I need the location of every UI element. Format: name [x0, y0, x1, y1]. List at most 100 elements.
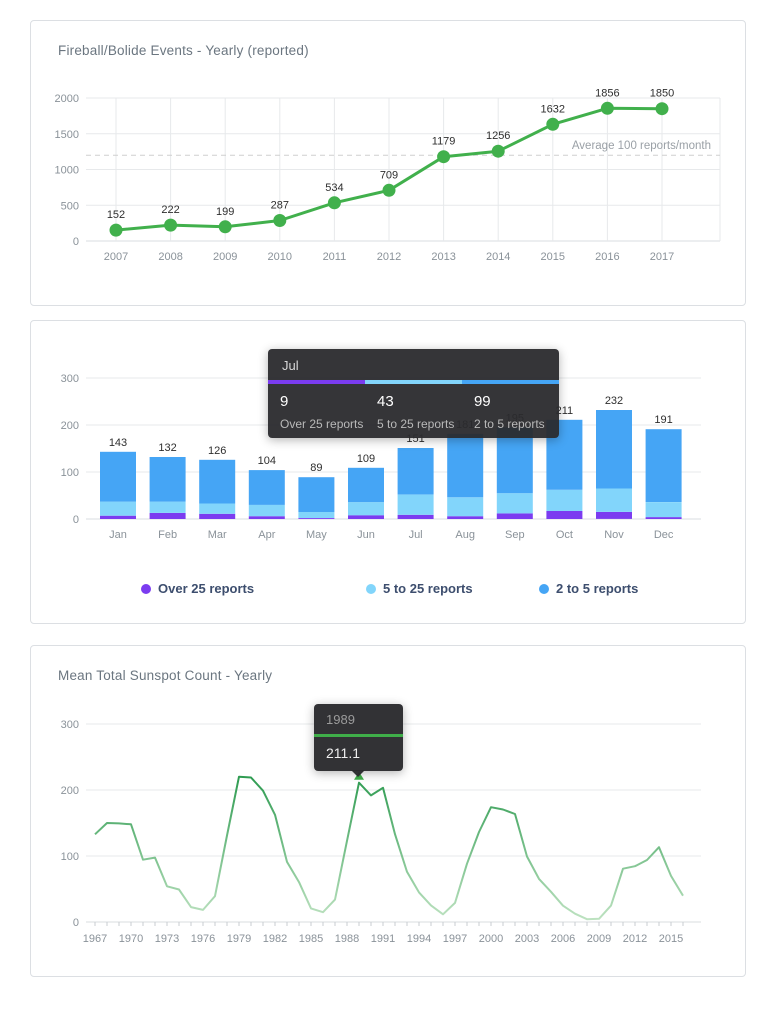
svg-text:0: 0: [73, 514, 79, 526]
svg-text:89: 89: [310, 462, 322, 474]
svg-text:300: 300: [61, 373, 79, 385]
tooltip-item: 9 Over 25 reports: [268, 384, 365, 431]
svg-text:0: 0: [73, 917, 79, 929]
strip-over-25: [268, 380, 365, 384]
svg-text:1179: 1179: [432, 136, 456, 148]
svg-text:Oct: Oct: [556, 529, 573, 541]
svg-text:2016: 2016: [595, 251, 619, 263]
svg-text:1970: 1970: [119, 933, 143, 945]
fireball-events-card: Fireball/Bolide Events - Yearly (reporte…: [30, 20, 746, 306]
tooltip-columns: 9 Over 25 reports 43 5 to 25 reports 99 …: [268, 384, 559, 431]
sunspot-chart-title: Mean Total Sunspot Count - Yearly: [58, 668, 273, 683]
svg-text:300: 300: [61, 719, 79, 731]
svg-text:100: 100: [61, 467, 79, 479]
tooltip-label: 2 to 5 reports: [473, 417, 545, 431]
svg-text:199: 199: [216, 206, 234, 218]
svg-text:1000: 1000: [55, 165, 79, 177]
sunspot-count-card: Mean Total Sunspot Count - Yearly 0 100 20…: [30, 645, 746, 977]
svg-text:1994: 1994: [407, 933, 431, 945]
tooltip-value: 43: [376, 393, 394, 410]
tooltip-label: Over 25 reports: [280, 417, 364, 431]
svg-text:1988: 1988: [335, 933, 359, 945]
tooltip-label: 5 to 25 reports: [376, 417, 455, 431]
svg-text:191: 191: [654, 414, 672, 426]
strip-5-to-25: [365, 380, 462, 384]
legend-item-2-to-5-reports[interactable]: 2 to 5 reports: [539, 581, 638, 596]
svg-text:Apr: Apr: [258, 529, 275, 541]
svg-text:126: 126: [208, 445, 226, 457]
legend-label: Over 25 reports: [158, 581, 255, 596]
svg-text:1976: 1976: [191, 933, 215, 945]
svg-text:2015: 2015: [659, 933, 683, 945]
svg-text:2014: 2014: [486, 251, 510, 263]
svg-text:1500: 1500: [55, 129, 79, 141]
tooltip-caret-icon: [351, 770, 365, 784]
legend-label: 2 to 5 reports: [556, 581, 639, 596]
tooltip-item: 99 2 to 5 reports: [462, 384, 559, 431]
svg-text:143: 143: [109, 437, 127, 449]
svg-text:200: 200: [61, 420, 79, 432]
svg-text:0: 0: [73, 236, 79, 248]
svg-text:1979: 1979: [227, 933, 251, 945]
svg-text:2008: 2008: [158, 251, 182, 263]
svg-text:500: 500: [61, 200, 79, 212]
svg-text:2017: 2017: [650, 251, 674, 263]
svg-text:Dec: Dec: [654, 529, 674, 541]
strip-2-to-5: [462, 380, 559, 384]
svg-text:100: 100: [61, 851, 79, 863]
monthly-reports-bar-chart[interactable]: 0 100 200 300 143 Jan 132 Feb 126 Mar 104 Apr 89 May 1…: [31, 321, 743, 621]
svg-text:287: 287: [271, 200, 289, 212]
legend-item-5-to-25-reports[interactable]: 5 to 25 reports: [366, 581, 473, 596]
svg-text:1985: 1985: [299, 933, 323, 945]
legend-dot-icon: [539, 583, 549, 594]
svg-text:Mar: Mar: [208, 529, 227, 541]
svg-text:2012: 2012: [377, 251, 401, 263]
tooltip-value: 99: [473, 393, 491, 410]
svg-text:211: 211: [556, 405, 574, 417]
svg-text:132: 132: [158, 442, 176, 454]
svg-text:1856: 1856: [595, 87, 619, 99]
fireball-line-chart[interactable]: 0 500 1000 1500 2000 2007 2008 2009 2010 2011 2012…: [31, 21, 743, 303]
svg-text:Sep: Sep: [505, 529, 525, 541]
monthly-reports-card: 0 100 200 300 143 Jan 132 Feb 126 Mar 104 Apr 89 May 1…: [30, 320, 746, 624]
sunspot-line-chart[interactable]: 0 100 200 300 1967 1970 1973 1976 1979 1982 1985 19…: [31, 646, 743, 974]
tooltip-category: Jul: [282, 358, 299, 373]
svg-text:232: 232: [605, 395, 623, 407]
svg-text:Average 100 reports/month: Average 100 reports/month: [572, 140, 711, 152]
bar-chart-tooltip: Jul 9 Over 25 reports 43 5 to 25 reports…: [268, 349, 559, 438]
tooltip-value: 9: [280, 393, 289, 410]
legend-dot-icon: [141, 583, 151, 594]
bar-chart-legend: Over 25 reports 5 to 25 reports 2 to 5 r…: [31, 581, 745, 601]
svg-text:Jul: Jul: [409, 529, 423, 541]
svg-text:1997: 1997: [443, 933, 467, 945]
svg-text:1632: 1632: [541, 103, 565, 115]
svg-text:Aug: Aug: [455, 529, 475, 541]
svg-text:2007: 2007: [104, 251, 128, 263]
tooltip-item: 43 5 to 25 reports: [365, 384, 462, 431]
svg-text:2012: 2012: [623, 933, 647, 945]
svg-text:Jun: Jun: [357, 529, 375, 541]
svg-text:222: 222: [161, 204, 179, 216]
legend-label: 5 to 25 reports: [383, 581, 473, 596]
svg-text:709: 709: [380, 169, 398, 181]
svg-text:Feb: Feb: [158, 529, 177, 541]
legend-dot-icon: [366, 583, 376, 594]
svg-text:2009: 2009: [213, 251, 237, 263]
svg-text:109: 109: [357, 453, 375, 465]
svg-text:1850: 1850: [650, 88, 674, 100]
tooltip-color-strip: [268, 380, 559, 384]
svg-text:1967: 1967: [83, 933, 107, 945]
svg-text:2009: 2009: [587, 933, 611, 945]
svg-text:1982: 1982: [263, 933, 287, 945]
svg-text:Nov: Nov: [604, 529, 624, 541]
svg-text:104: 104: [258, 455, 276, 467]
svg-text:200: 200: [61, 785, 79, 797]
legend-item-over-25-reports[interactable]: Over 25 reports: [141, 581, 254, 596]
svg-text:May: May: [306, 529, 327, 541]
svg-text:152: 152: [107, 209, 125, 221]
svg-text:2006: 2006: [551, 933, 575, 945]
tooltip-separator: [314, 734, 403, 737]
svg-text:2003: 2003: [515, 933, 539, 945]
tooltip-year: 1989: [326, 712, 355, 727]
